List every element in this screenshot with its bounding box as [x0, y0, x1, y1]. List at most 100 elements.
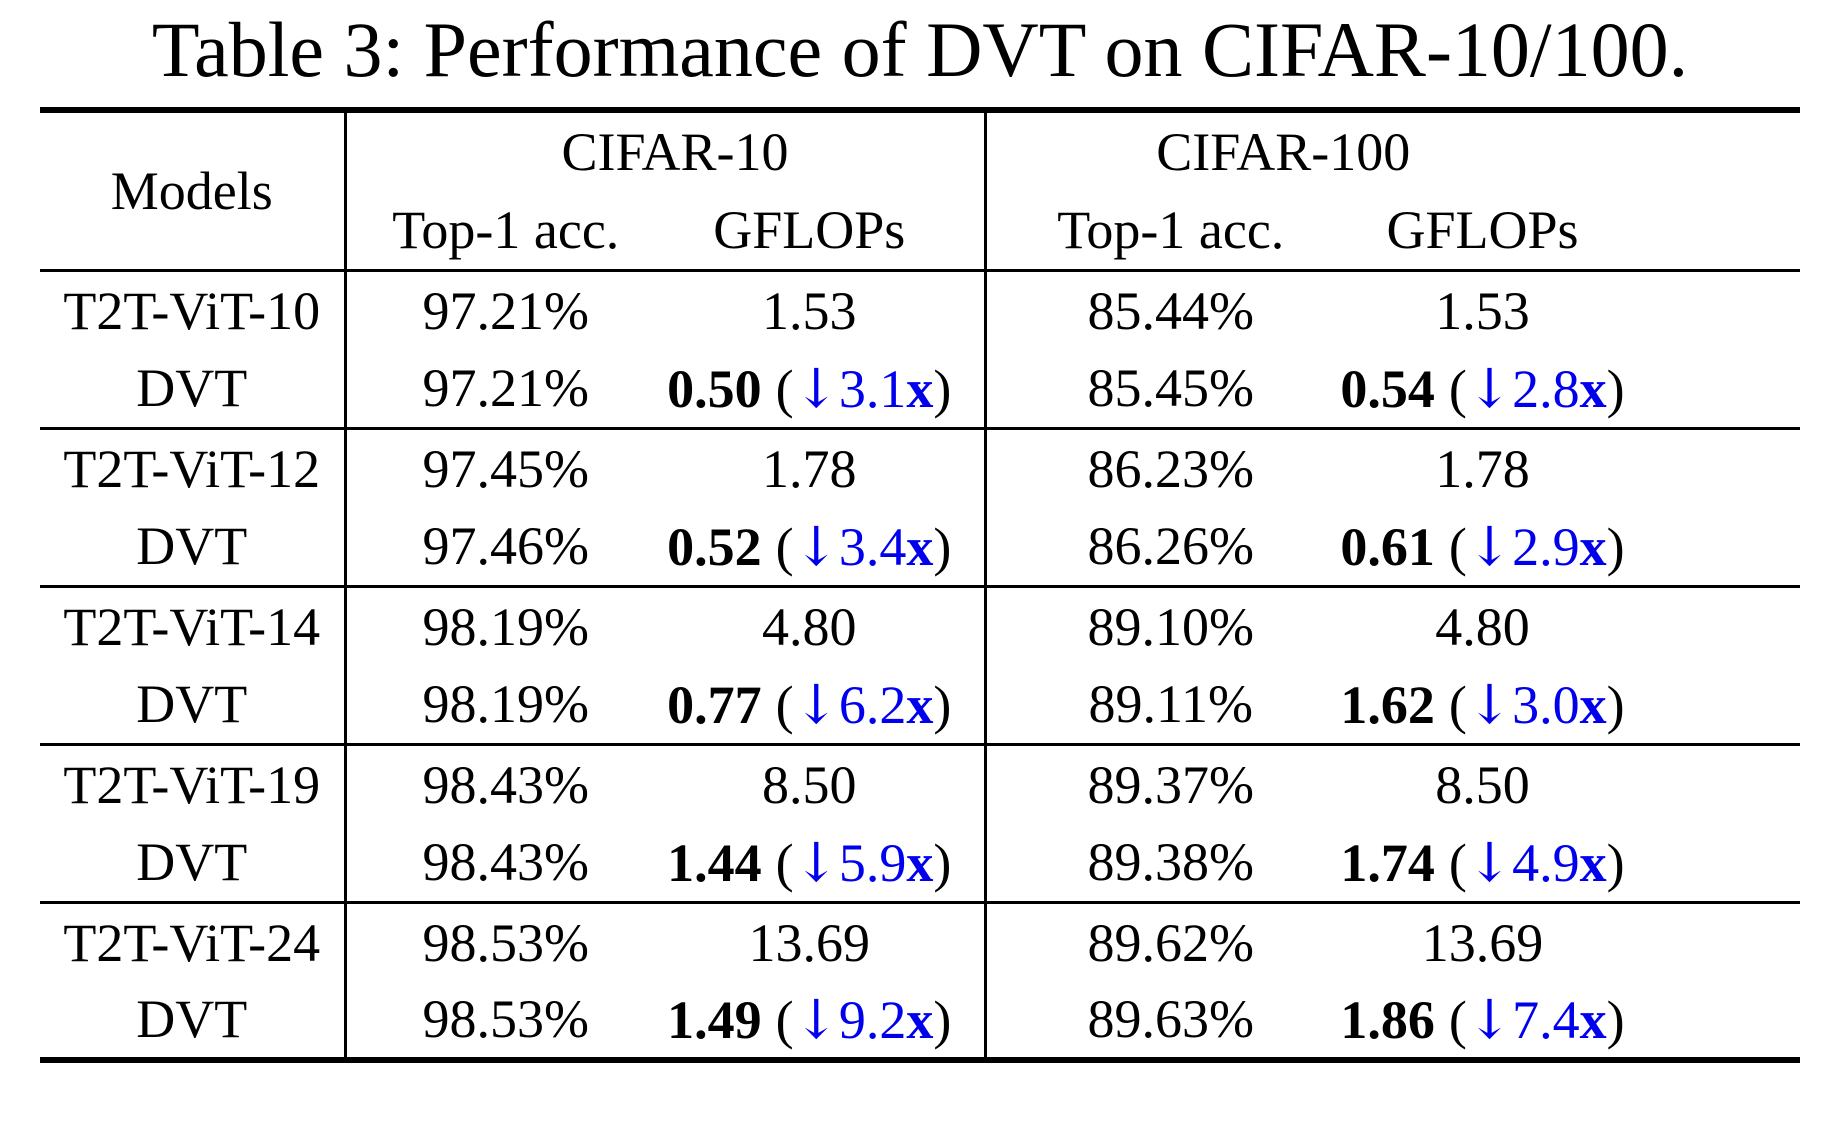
header-cifar100-gflops: GFLOPs [1386, 199, 1579, 260]
open-paren: ( [775, 674, 794, 735]
reduction-factor: ↓7.4x [1467, 988, 1607, 1051]
table-wrapper: Models CIFAR-10 CIFAR-100 Top-1 acc. GFL… [40, 107, 1800, 1064]
gflops-value: 0.50 [667, 358, 762, 419]
cifar10-acc-cell: 97.46% [343, 507, 665, 587]
cifar100-gflops-cell: 0.61 (↓2.9x) [1315, 507, 1800, 586]
open-paren: ( [775, 358, 794, 419]
cifar10-acc-cell: 98.19% [343, 584, 665, 666]
header-cifar100-top1: Top-1 acc. [983, 190, 1315, 271]
cifar10-gflops-cell: 1.44 (↓5.9x) [665, 823, 985, 902]
table-row-dvt: DVT 97.46% 0.52 (↓3.4x) 86.26% 0.61 (↓2.9x… [40, 507, 1800, 587]
cifar100-gflops-cell: 0.54 (↓2.8x) [1315, 349, 1800, 428]
model-cell: DVT [136, 358, 248, 419]
reduction-factor: ↓3.4x [793, 514, 934, 578]
cifar10-gflops-cell: 4.80 [665, 584, 985, 666]
model-cell: T2T-ViT-19 [40, 742, 345, 824]
times-suffix: x [1579, 516, 1607, 577]
cifar100-acc-cell: 89.37% [983, 742, 1315, 824]
cifar100-gflops-cell: 1.53 [1315, 268, 1800, 350]
open-paren: ( [1448, 832, 1467, 893]
open-paren: ( [775, 832, 794, 893]
model-cell: DVT [136, 516, 248, 577]
times-suffix: x [906, 989, 934, 1050]
reduction-value: 5.9 [838, 832, 907, 893]
close-paren: ) [933, 516, 952, 577]
down-arrow-icon: ↓ [793, 830, 839, 894]
table-row-dvt: DVT 97.21% 0.50 (↓3.1x) 85.45% 0.54 (↓2.8x… [40, 349, 1800, 429]
table-row-baseline: T2T-ViT-24 98.53% 13.69 89.62% 13.69 [40, 900, 1800, 982]
open-paren: ( [775, 989, 794, 1050]
close-paren: ) [933, 989, 952, 1050]
model-cell: T2T-ViT-14 [40, 584, 345, 666]
header-row-datasets: Models CIFAR-10 CIFAR-100 [40, 110, 1800, 221]
down-arrow-icon: ↓ [1466, 514, 1513, 578]
cifar10-gflops-cell: 0.52 (↓3.4x) [665, 507, 985, 586]
open-paren: ( [775, 516, 794, 577]
cifar10-gflops-cell: 13.69 [665, 900, 985, 982]
times-suffix: x [1579, 358, 1607, 419]
gflops-value: 1.62 [1340, 674, 1435, 735]
header-cifar100: CIFAR-100 [983, 110, 1800, 191]
down-arrow-icon: ↓ [793, 514, 839, 578]
table-caption: Table 3: Performance of DVT on CIFAR-10/… [151, 6, 1689, 93]
times-suffix: x [906, 674, 934, 735]
reduction-factor: ↓4.9x [1466, 830, 1607, 894]
cifar10-acc-cell: 97.21% [343, 349, 665, 429]
gflops-value: 0.52 [667, 516, 762, 577]
table-row-dvt: DVT 98.19% 0.77 (↓6.2x) 89.11% 1.62 (↓3.0x… [40, 665, 1800, 745]
gflops-value: 1.86 [1340, 989, 1435, 1050]
cifar100-acc-cell: 89.10% [983, 584, 1315, 666]
table-row-baseline: T2T-ViT-12 97.45% 1.78 86.23% 1.78 [40, 426, 1800, 508]
gflops-value: 0.77 [667, 674, 762, 735]
cifar100-acc-cell: 89.62% [983, 900, 1315, 982]
reduction-value: 9.2 [838, 989, 907, 1050]
reduction-factor: ↓6.2x [793, 672, 934, 736]
close-paren: ) [1606, 832, 1625, 893]
cifar10-gflops-cell: 1.53 [665, 268, 985, 350]
header-cifar10-top1: Top-1 acc. [343, 190, 665, 271]
header-cifar10-gflops: GFLOPs [713, 199, 906, 260]
down-arrow-icon: ↓ [793, 987, 839, 1051]
model-cell: T2T-ViT-12 [40, 426, 345, 508]
table-row-dvt: DVT 98.43% 1.44 (↓5.9x) 89.38% 1.74 (↓4.9x… [40, 823, 1800, 903]
down-arrow-icon: ↓ [1466, 830, 1513, 894]
close-paren: ) [933, 674, 952, 735]
model-cell: DVT [136, 674, 248, 735]
cifar100-gflops-cell: 13.69 [1315, 900, 1800, 982]
close-paren: ) [1606, 358, 1625, 419]
cifar100-acc-cell: 89.11% [983, 665, 1315, 745]
cifar100-acc-cell: 86.23% [983, 426, 1315, 508]
reduction-factor: ↓5.9x [793, 830, 934, 894]
table-header: Models CIFAR-10 CIFAR-100 Top-1 acc. GFL… [40, 110, 1800, 271]
table-row-baseline: T2T-ViT-19 98.43% 8.50 89.37% 8.50 [40, 742, 1800, 824]
cifar10-gflops-cell: 1.78 [665, 426, 985, 508]
results-table: Models CIFAR-10 CIFAR-100 Top-1 acc. GFL… [40, 107, 1800, 1064]
cifar100-gflops-cell: 1.62 (↓3.0x) [1315, 665, 1800, 744]
table-body: T2T-ViT-10 97.21% 1.53 85.44% 1.53 DVT 9… [40, 268, 1800, 1061]
gflops-value: 0.54 [1340, 358, 1435, 419]
cifar10-acc-cell: 98.53% [343, 900, 665, 982]
header-cifar10: CIFAR-10 [343, 110, 985, 191]
table-row-baseline: T2T-ViT-14 98.19% 4.80 89.10% 4.80 [40, 584, 1800, 666]
cifar100-acc-cell: 85.44% [983, 268, 1315, 350]
open-paren: ( [1448, 516, 1467, 577]
cifar10-gflops-cell: 0.50 (↓3.1x) [665, 349, 985, 428]
cifar10-acc-cell: 98.43% [343, 742, 665, 824]
reduction-factor: ↓3.1x [793, 356, 934, 420]
down-arrow-icon: ↓ [1466, 672, 1513, 736]
cifar100-acc-cell: 85.45% [983, 349, 1315, 429]
reduction-value: 7.4 [1512, 989, 1580, 1050]
open-paren: ( [1448, 358, 1467, 419]
header-row-metrics: Top-1 acc. GFLOPs Top-1 acc. GFLOPs [40, 190, 1800, 271]
open-paren: ( [1448, 989, 1467, 1050]
cifar10-acc-cell: 98.53% [343, 981, 665, 1061]
cifar10-acc-cell: 98.43% [343, 823, 665, 903]
reduction-factor: ↓3.0x [1466, 672, 1607, 736]
down-arrow-icon: ↓ [793, 672, 839, 736]
cifar100-gflops-cell: 1.78 [1315, 426, 1800, 508]
reduction-value: 2.8 [1512, 358, 1580, 419]
cifar100-gflops-cell: 1.86 (↓7.4x) [1315, 981, 1800, 1060]
down-arrow-icon: ↓ [793, 356, 839, 420]
times-suffix: x [1579, 832, 1607, 893]
